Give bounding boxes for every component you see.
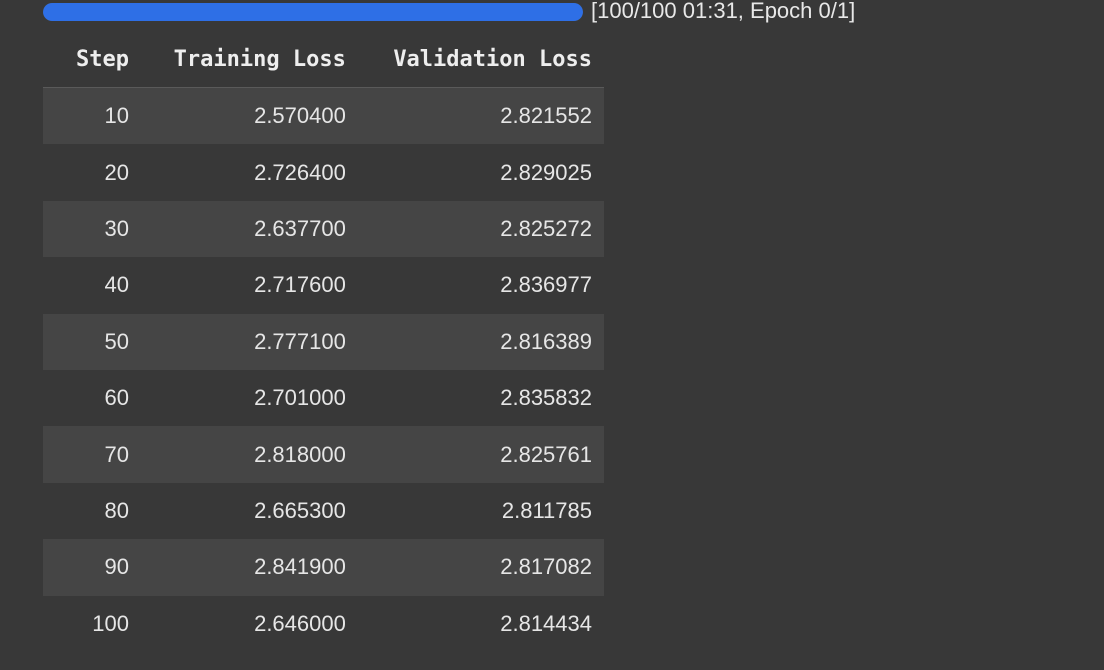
cell-validation-loss: 2.835832	[500, 385, 592, 411]
table-header-row: Step Training Loss Validation Loss	[43, 31, 604, 88]
table-row: 40 2.717600 2.836977	[43, 257, 604, 314]
cell-validation-loss: 2.825272	[500, 215, 592, 241]
cell-validation-loss: 2.825761	[500, 441, 592, 467]
cell-step: 100	[92, 610, 129, 636]
cell-validation-loss: 2.814434	[500, 610, 592, 636]
cell-validation-loss: 2.821552	[500, 103, 592, 129]
table-row: 30 2.637700 2.825272	[43, 200, 604, 258]
cell-step: 40	[104, 272, 129, 298]
cell-training-loss: 2.818000	[254, 441, 346, 467]
cell-training-loss: 2.777100	[254, 328, 346, 354]
table-row: 80 2.665300 2.811785	[43, 482, 604, 540]
progress-bar-fill	[43, 3, 583, 21]
progress-label: [100/100 01:31, Epoch 0/1]	[591, 0, 856, 23]
cell-step: 20	[104, 159, 129, 185]
cell-training-loss: 2.841900	[254, 554, 346, 580]
cell-training-loss: 2.665300	[254, 497, 346, 523]
table-row: 20 2.726400 2.829025	[43, 144, 604, 201]
cell-validation-loss: 2.836977	[500, 272, 592, 298]
cell-training-loss: 2.726400	[254, 159, 346, 185]
cell-training-loss: 2.717600	[254, 272, 346, 298]
cell-step: 70	[104, 441, 129, 467]
training-metrics-table: Step Training Loss Validation Loss 10 2.…	[43, 31, 604, 652]
table-row: 100 2.646000 2.814434	[43, 595, 604, 652]
table-row: 90 2.841900 2.817082	[43, 539, 604, 596]
table-row: 60 2.701000 2.835832	[43, 369, 604, 427]
cell-step: 30	[104, 215, 129, 241]
table-row: 70 2.818000 2.825761	[43, 426, 604, 483]
header-step: Step	[43, 31, 141, 88]
table-row: 10 2.570400 2.821552	[43, 87, 604, 145]
cell-step: 50	[104, 328, 129, 354]
cell-step: 60	[104, 385, 129, 411]
cell-training-loss: 2.637700	[254, 215, 346, 241]
header-validation-loss: Validation Loss	[357, 31, 604, 88]
cell-validation-loss: 2.829025	[500, 159, 592, 185]
header-training-loss: Training Loss	[141, 31, 358, 88]
cell-validation-loss: 2.816389	[500, 328, 592, 354]
progress-bar	[43, 3, 583, 21]
training-progress: [100/100 01:31, Epoch 0/1]	[43, 0, 855, 24]
cell-training-loss: 2.570400	[254, 103, 346, 129]
cell-step: 10	[104, 103, 129, 129]
table-row: 50 2.777100 2.816389	[43, 313, 604, 370]
cell-step: 80	[104, 497, 129, 523]
cell-step: 90	[104, 554, 129, 580]
cell-training-loss: 2.701000	[254, 385, 346, 411]
cell-validation-loss: 2.811785	[501, 497, 592, 523]
cell-validation-loss: 2.817082	[500, 554, 592, 580]
cell-training-loss: 2.646000	[254, 610, 346, 636]
